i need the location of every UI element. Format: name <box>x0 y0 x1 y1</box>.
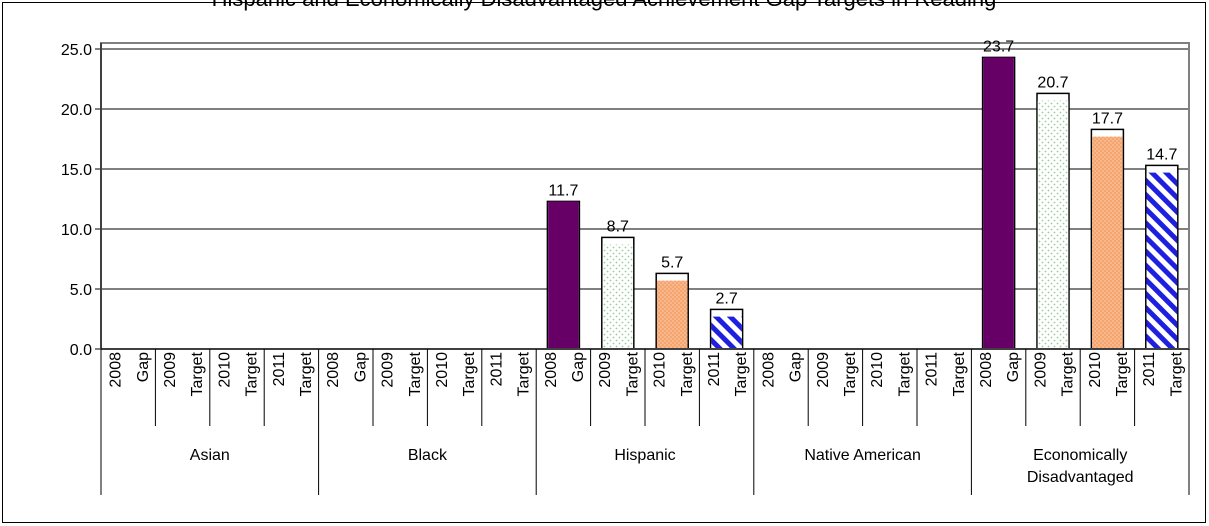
x-sub-label: 2008 <box>108 352 125 388</box>
x-sub-label: Target <box>516 351 533 396</box>
x-sub-label: Gap <box>135 352 152 382</box>
x-sub-label: Target <box>407 351 424 396</box>
x-sub-label: 2008 <box>325 352 342 388</box>
y-tick-label: 25.0 <box>61 42 92 59</box>
y-tick-label: 10.0 <box>61 222 92 239</box>
x-sub-label: 2009 <box>1032 352 1049 388</box>
2010-target-bar <box>656 280 688 349</box>
x-sub-label: 2010 <box>434 352 451 388</box>
2009-target-bar <box>602 244 634 349</box>
2008-gap-bar <box>548 201 579 349</box>
x-sub-label: Target <box>896 351 913 396</box>
x-sub-label: Gap <box>1005 352 1022 382</box>
x-sub-label: 2011 <box>271 352 288 387</box>
x-sub-label: 2009 <box>162 352 179 388</box>
x-sub-label: Target <box>1114 351 1131 396</box>
bar-value-label: 8.7 <box>607 218 629 235</box>
bar-value-label: 11.7 <box>548 182 578 199</box>
x-sub-label: 2010 <box>869 352 886 388</box>
x-sub-label: Target <box>189 351 206 396</box>
x-sub-label: Gap <box>788 352 805 382</box>
x-sub-label: 2010 <box>1087 352 1104 388</box>
x-sub-label: Target <box>679 351 696 396</box>
y-tick-label: 0.0 <box>70 342 92 359</box>
bar-value-label: 20.7 <box>1037 74 1068 91</box>
x-sub-label: Target <box>461 351 478 396</box>
x-sub-label: 2011 <box>1141 352 1158 387</box>
x-sub-label: Target <box>733 351 750 396</box>
x-sub-label: 2008 <box>978 352 995 388</box>
group-label: Asian <box>190 447 230 464</box>
2009-target-bar <box>1037 100 1069 349</box>
group-label: Economically Disadvantaged <box>1027 447 1134 486</box>
x-sub-label: Target <box>298 351 315 396</box>
chart-title: Hispanic and Economically Disadvantaged … <box>3 0 1205 12</box>
y-tick-label: 5.0 <box>70 282 92 299</box>
x-sub-label: 2009 <box>380 352 397 388</box>
x-sub-label: 2010 <box>216 352 233 388</box>
bar-value-label: 23.7 <box>983 38 1014 55</box>
y-tick-label: 20.0 <box>61 102 92 119</box>
bar-value-label: 17.7 <box>1092 110 1123 127</box>
bar-value-label: 5.7 <box>661 254 683 271</box>
x-sub-label: 2010 <box>652 352 669 388</box>
x-sub-label: Target <box>842 351 859 396</box>
x-sub-label: Target <box>1060 351 1077 396</box>
x-sub-label: 2011 <box>924 352 941 387</box>
y-tick-label: 15.0 <box>61 162 92 179</box>
group-label: Hispanic <box>614 447 675 464</box>
2010-target-bar <box>1092 136 1123 349</box>
x-sub-label: 2009 <box>597 352 614 388</box>
x-sub-label: 2009 <box>815 352 832 388</box>
x-sub-label: Gap <box>570 352 587 382</box>
group-label: Black <box>408 447 448 464</box>
x-sub-label: Gap <box>352 352 369 382</box>
x-sub-label: 2011 <box>488 352 505 387</box>
2011-target-bar <box>711 316 742 349</box>
plot-area-border <box>100 42 1190 350</box>
group-label: Native American <box>804 447 921 464</box>
x-sub-label: 2008 <box>543 352 560 388</box>
2008-gap-bar <box>983 57 1014 350</box>
x-sub-label: Target <box>624 351 641 396</box>
x-sub-label: 2011 <box>706 352 723 387</box>
bar-value-label: 14.7 <box>1146 146 1177 163</box>
x-sub-label: 2008 <box>760 352 777 388</box>
2011-target-bar <box>1146 172 1178 349</box>
x-sub-label: Target <box>244 351 261 396</box>
x-sub-label: Target <box>951 351 968 396</box>
x-sub-label: Target <box>1168 351 1185 396</box>
bar-value-label: 2.7 <box>715 290 737 307</box>
